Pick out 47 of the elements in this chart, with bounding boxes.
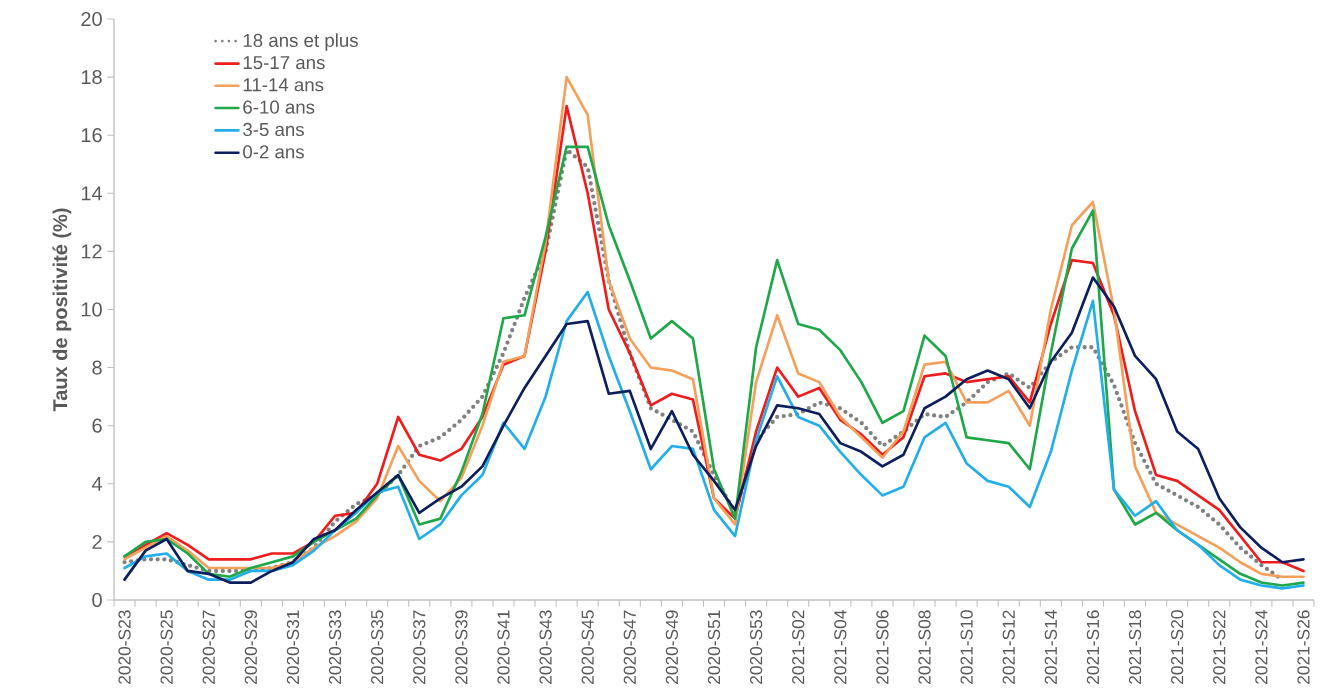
legend-label: 11-14 ans: [243, 78, 324, 92]
x-tick-label: 2020-S27: [202, 610, 215, 684]
x-tick-label: 2021-S06: [876, 610, 889, 684]
x-tick-label: 2020-S49: [665, 610, 679, 684]
legend-label: 3-5 ans: [243, 122, 304, 137]
legend-label: 0-2 ans: [243, 145, 304, 159]
x-tick-label: 2020-S51: [707, 610, 721, 684]
x-tick-label: 2020-S53: [749, 610, 763, 684]
x-tick-label: 2020-S47: [623, 610, 636, 684]
x-tick-label: 2020-S23: [118, 610, 131, 684]
y-tick-label: 10: [81, 302, 102, 317]
x-tick-label: 2021-S10: [960, 610, 973, 684]
x-tick-label: 2020-S29: [244, 610, 257, 684]
x-tick-label: 2021-S02: [792, 610, 805, 684]
x-tick-label: 2021-S22: [1213, 610, 1226, 684]
y-axis-title: Taux de positivité (%): [52, 208, 72, 412]
x-tick-label: 2020-S33: [328, 610, 342, 684]
y-tick-label: 14: [81, 186, 103, 201]
y-tick-label: 12: [81, 244, 102, 259]
x-tick-label: 2020-S41: [497, 610, 510, 684]
x-tick-label: 2020-S45: [581, 610, 594, 684]
x-tick-label: 2021-S14: [1044, 610, 1057, 684]
x-tick-label: 2020-S35: [371, 610, 384, 684]
x-tick-label: 2021-S04: [834, 610, 847, 684]
legend-label: 18 ans et plus: [243, 33, 358, 51]
y-tick-label: 18: [81, 70, 102, 85]
x-tick-label: 2020-S37: [413, 610, 426, 684]
x-tick-label: 2020-S43: [539, 610, 552, 684]
y-tick-label: 8: [92, 360, 102, 375]
y-tick-label: 16: [81, 128, 102, 143]
x-tick-label: 2021-S12: [1002, 610, 1015, 684]
x-tick-label: 2021-S26: [1297, 610, 1310, 684]
x-tick-label: 2020-S25: [160, 610, 173, 684]
y-tick-label: 6: [92, 418, 102, 433]
x-tick-label: 2021-S08: [918, 610, 931, 684]
x-tick-label: 2020-S31: [286, 610, 300, 684]
legend-label: 15-17 ans: [243, 56, 325, 70]
x-tick-label: 2021-S24: [1255, 610, 1268, 684]
x-tick-label: 2021-S16: [1086, 610, 1100, 684]
x-tick-label: 2021-S18: [1128, 610, 1142, 684]
x-tick-label: 2021-S20: [1171, 610, 1184, 684]
x-tick-label: 2020-S39: [455, 610, 468, 684]
y-tick-label: 2: [92, 534, 102, 549]
legend-label: 6-10 ans: [243, 100, 315, 114]
y-tick-label: 0: [92, 592, 102, 608]
y-tick-label: 20: [81, 11, 102, 27]
y-tick-label: 4: [91, 476, 103, 491]
